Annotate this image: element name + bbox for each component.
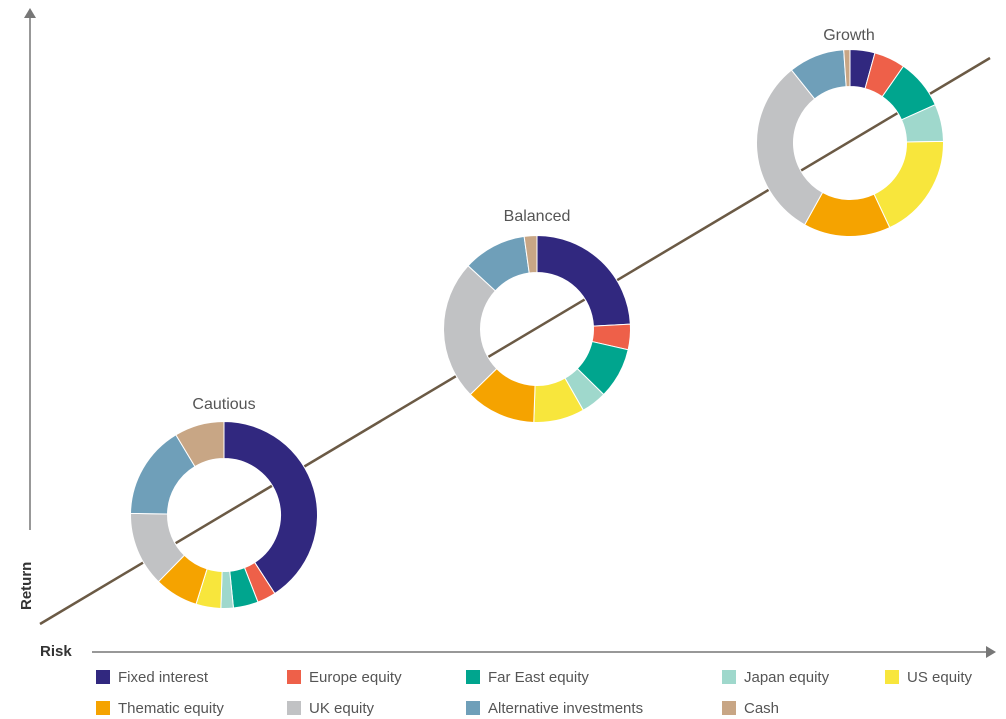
legend-item-uk-equity: UK equity [287, 697, 374, 719]
legend-label: Alternative investments [488, 699, 644, 717]
legend-swatch [885, 670, 899, 684]
legend-item-fixed-interest: Fixed interest [96, 666, 208, 688]
legend-item-alternative-investments: Alternative investments [466, 697, 643, 719]
trend-line [39, 56, 991, 626]
legend: Fixed interest Europe equity Far East eq… [96, 666, 996, 718]
legend-swatch [722, 670, 736, 684]
legend-item-thematic-equity: Thematic equity [96, 697, 224, 719]
donut-growth [756, 48, 944, 237]
y-axis-arrow [24, 8, 36, 18]
legend-label: Japan equity [744, 668, 830, 686]
donut-slice-growth-us-equity [873, 140, 944, 229]
donut-slice-growth-uk-equity [756, 69, 824, 226]
donut-balanced [443, 234, 631, 423]
legend-item-japan-equity: Japan equity [722, 666, 829, 688]
donut-slice-cautious-cash [175, 420, 225, 468]
legend-swatch [466, 701, 480, 715]
donut-label-balanced: Balanced [504, 208, 571, 225]
legend-label: Europe equity [309, 668, 402, 686]
donut-slice-balanced-fixed-interest [536, 234, 631, 327]
legend-swatch [96, 701, 110, 715]
legend-swatch [466, 670, 480, 684]
x-axis-arrow [986, 646, 996, 658]
y-axis-label: Return [18, 562, 35, 610]
legend-swatch [722, 701, 736, 715]
donut-slice-growth-cash [843, 48, 851, 88]
donut-label-cautious: Cautious [192, 396, 255, 413]
donut-slice-cautious-fixed-interest [223, 420, 318, 595]
donut-slice-balanced-cash [523, 234, 538, 274]
legend-label: Fixed interest [118, 668, 209, 686]
x-axis-label: Risk [40, 643, 72, 660]
legend-item-europe-equity: Europe equity [287, 666, 402, 688]
legend-swatch [287, 701, 301, 715]
legend-label: Thematic equity [118, 699, 224, 717]
legend-swatch [287, 670, 301, 684]
legend-item-us-equity: US equity [885, 666, 972, 688]
legend-label: Far East equity [488, 668, 589, 686]
legend-item-cash: Cash [722, 697, 779, 719]
legend-item-far-east-equity: Far East equity [466, 666, 589, 688]
legend-label: Cash [744, 699, 780, 717]
legend-label: US equity [907, 668, 973, 686]
donut-label-growth: Growth [823, 27, 875, 44]
legend-swatch [96, 670, 110, 684]
donut-cautious [130, 420, 318, 610]
legend-label: UK equity [309, 699, 375, 717]
